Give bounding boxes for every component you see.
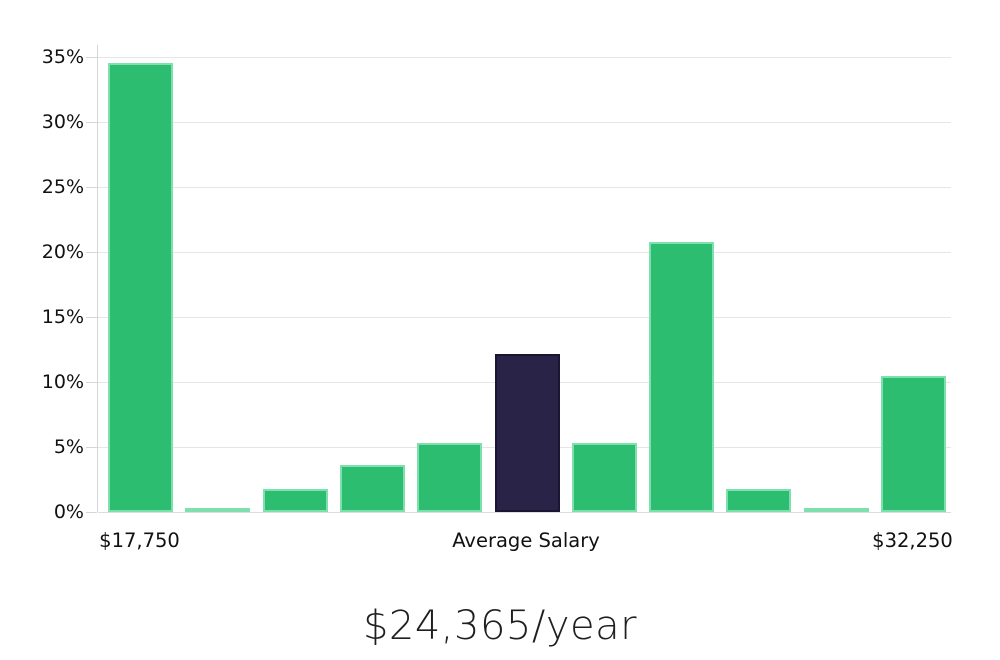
y-tick-mark bbox=[86, 512, 97, 513]
y-tick-mark bbox=[86, 252, 97, 254]
bar bbox=[649, 241, 715, 512]
y-tick-label: 25% bbox=[41, 176, 84, 199]
x-tick-label-10: $32,250 bbox=[872, 529, 953, 552]
gridline-0% bbox=[98, 512, 951, 513]
gridline-35% bbox=[98, 57, 951, 59]
gridline-25% bbox=[98, 187, 951, 189]
bar bbox=[881, 375, 946, 512]
y-tick-mark bbox=[86, 187, 97, 189]
y-tick-label: 35% bbox=[41, 46, 84, 69]
bar bbox=[726, 488, 792, 512]
x-tick-label-0: $17,750 bbox=[99, 529, 180, 552]
y-tick-label: 5% bbox=[53, 436, 84, 459]
y-tick-mark bbox=[86, 317, 97, 319]
x-tick-label-5: Average Salary bbox=[452, 529, 600, 552]
bar bbox=[803, 508, 869, 512]
bar bbox=[185, 508, 251, 512]
y-tick-mark bbox=[86, 382, 97, 384]
bar bbox=[417, 443, 483, 512]
y-tick-label: 20% bbox=[41, 241, 84, 264]
y-tick-mark bbox=[86, 122, 97, 124]
average-salary-caption: $24,365/year bbox=[362, 603, 638, 649]
bar-average-salary-highlight bbox=[494, 353, 560, 512]
bar bbox=[339, 465, 405, 512]
y-tick-label: 15% bbox=[41, 306, 84, 329]
bar bbox=[571, 443, 637, 512]
y-tick-label: 30% bbox=[41, 111, 84, 134]
y-tick-mark bbox=[86, 447, 97, 449]
bar bbox=[108, 62, 173, 512]
y-tick-label: 10% bbox=[41, 371, 84, 394]
gridline-30% bbox=[98, 122, 951, 124]
bar bbox=[262, 488, 328, 512]
plot-area bbox=[97, 45, 951, 513]
y-tick-mark bbox=[86, 57, 97, 59]
y-tick-label: 0% bbox=[53, 501, 84, 523]
gridline-15% bbox=[98, 317, 951, 319]
gridline-20% bbox=[98, 252, 951, 254]
